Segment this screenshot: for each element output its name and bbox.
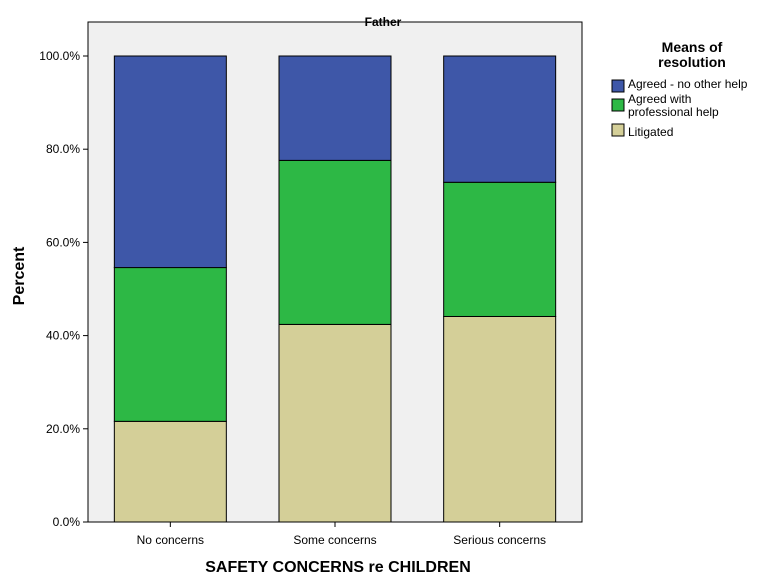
x-axis-title: SAFETY CONCERNS re CHILDREN [205, 559, 471, 574]
legend-label: Litigated [628, 125, 673, 139]
bar-segment [443, 55, 557, 183]
y-axis-title: Percent [11, 246, 28, 305]
y-tick-label: 80.0% [46, 142, 80, 156]
y-tick-label: 40.0% [46, 329, 80, 343]
bar-segment [113, 267, 227, 422]
bar-segment [278, 55, 392, 161]
y-tick-label: 60.0% [46, 235, 80, 249]
chart-title: Father [365, 15, 402, 29]
bar-segment [278, 323, 392, 523]
legend: Means of resolution Agreed - no other he… [611, 39, 748, 139]
legend-label: professional help [628, 105, 719, 119]
bar-segment [113, 420, 227, 523]
x-tick-label: Some concerns [293, 533, 376, 547]
legend-title-line-2: resolution [658, 54, 726, 70]
y-tick-label: 20.0% [46, 422, 80, 436]
legend-label: Agreed with [628, 92, 691, 106]
x-tick-label: No concerns [137, 533, 204, 547]
bars [113, 55, 557, 523]
bar-segment [113, 55, 227, 269]
x-tick-label: Serious concerns [453, 533, 546, 547]
y-axis: 0.0% 20.0% 40.0% 60.0% 80.0% 100.0% [39, 49, 88, 529]
legend-title-line-1: Means of [662, 39, 723, 55]
bar-segment [443, 315, 557, 523]
legend-label: Agreed - no other help [628, 77, 748, 91]
legend-swatch [611, 79, 625, 93]
y-tick-label: 100.0% [39, 49, 80, 63]
legend-swatch [611, 98, 625, 112]
x-axis: No concerns Some concerns Serious concerns [137, 522, 546, 547]
bar-segment [443, 181, 557, 317]
legend-swatch [611, 123, 625, 137]
y-tick-label: 0.0% [53, 515, 81, 529]
bar-segment [278, 159, 392, 325]
